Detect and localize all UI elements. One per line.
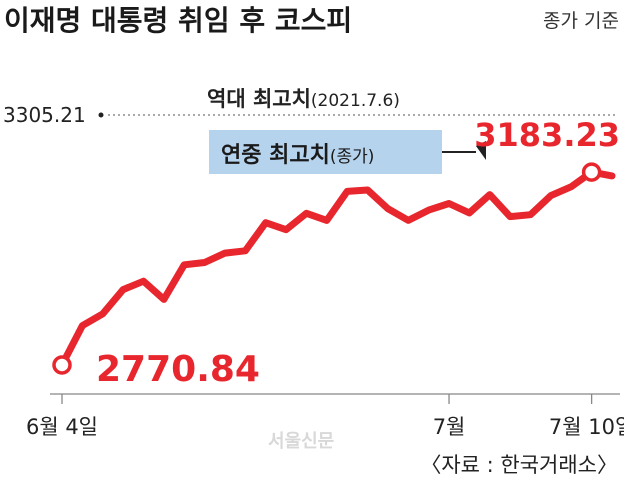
kospi-series-line — [58, 168, 616, 369]
reference-value-label: 3305.21 — [3, 103, 86, 127]
callout-value-label: 3183.23 — [474, 116, 620, 154]
callout-label: 연중 최고치(종가) — [221, 143, 374, 168]
start-point-marker — [52, 355, 72, 375]
x-ticks: 6월 4일 7월 7월 10일 — [26, 394, 624, 439]
year-high-marker — [581, 162, 602, 182]
chart-subtitle: 종가 기준 — [543, 10, 619, 32]
watermark: 서울신문 — [268, 431, 334, 452]
callout-label-main: 연중 최고치 — [221, 143, 330, 168]
x-tick-jul-label: 7월 — [433, 415, 466, 439]
callout-box — [209, 130, 442, 174]
source-note: 〈자료 : 한국거래소〉 — [420, 453, 618, 477]
x-tick-jun4-label: 6월 4일 — [26, 415, 98, 439]
reference-note-date: (2021.7.6) — [311, 91, 400, 111]
reference-note-main: 역대 최고치 — [207, 87, 311, 111]
callout-pointer — [476, 141, 486, 160]
series-layer — [52, 162, 616, 375]
reference-note: 역대 최고치(2021.7.6) — [207, 87, 400, 111]
x-tick-jul10-label: 7월 10일 — [549, 415, 624, 439]
start-value-label: 2770.84 — [96, 349, 260, 390]
callout-label-paren: (종가) — [330, 147, 375, 167]
reference-marker — [98, 112, 104, 118]
chart-title: 이재명 대통령 취임 후 코스피 — [4, 4, 352, 37]
